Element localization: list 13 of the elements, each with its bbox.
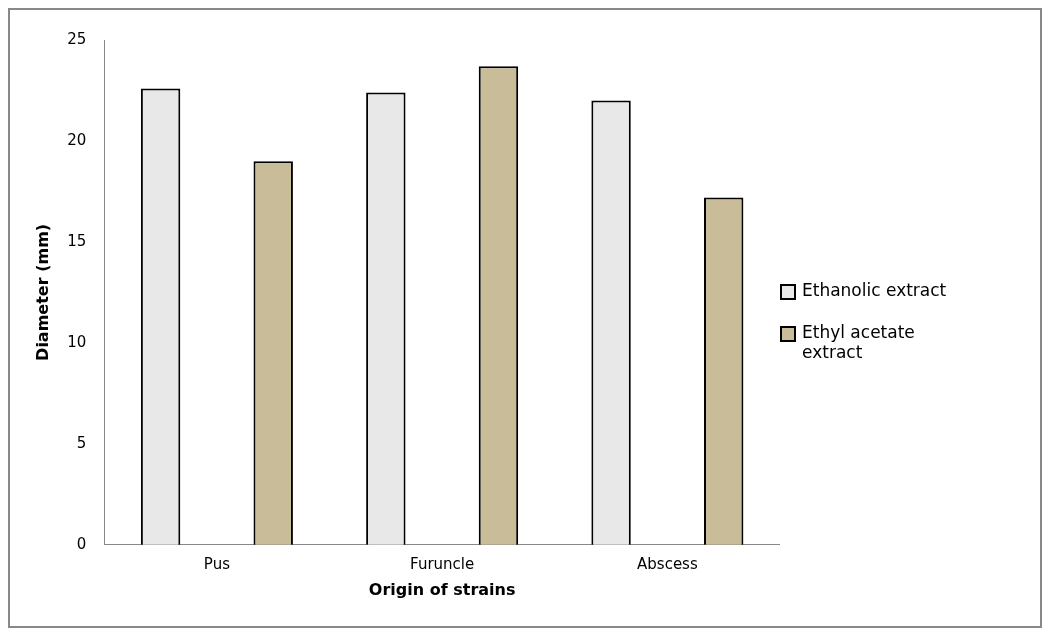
y-tick-label: 5 (76, 433, 87, 452)
y-tick-label: 15 (67, 231, 87, 250)
x-axis-title: Origin of strains (368, 579, 516, 599)
x-tick-label: Furuncle (410, 554, 475, 573)
legend-label: Ethanolic extract (802, 280, 948, 300)
y-axis-title: Diameter (mm) (32, 223, 52, 361)
y-tick-label: 25 (67, 29, 87, 48)
x-tick-label: Pus (203, 554, 231, 573)
y-tick-label: 0 (76, 534, 87, 553)
x-tick-label: Abscess (637, 554, 698, 573)
y-tick-label: 20 (67, 130, 87, 149)
legend-label: Ethyl acetate extract (802, 322, 916, 362)
y-tick-label: 10 (67, 332, 87, 351)
